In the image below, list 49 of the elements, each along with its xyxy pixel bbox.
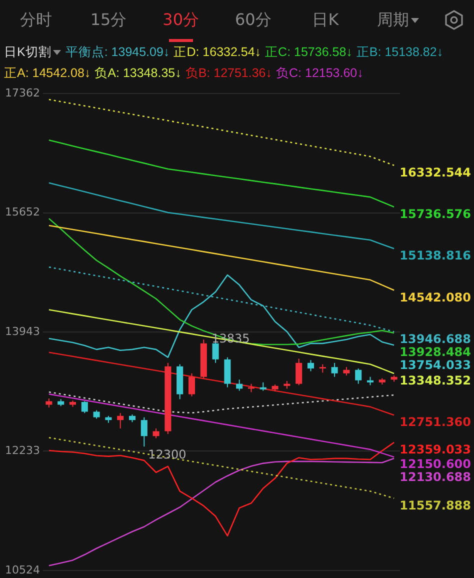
data-label: 14542.080: [400, 290, 471, 304]
data-label: 12359.033: [400, 442, 471, 457]
candlestick: [46, 398, 52, 408]
data-label: 12751.360: [400, 415, 471, 430]
y-tick-label: 10524: [4, 563, 40, 576]
y-tick-label: 12233: [4, 444, 40, 458]
y-tick-label: 17362: [4, 86, 40, 100]
text: 负B: 12751.36↓: [185, 65, 272, 82]
data-label: 15138.816: [400, 248, 471, 263]
text: 分时: [20, 10, 52, 29]
data-label: 11557.888: [400, 498, 471, 512]
candlestick: [152, 428, 160, 439]
data-label: 16332.544: [400, 166, 471, 180]
data-label: 13946.688: [400, 332, 471, 346]
candlestick: [212, 341, 219, 364]
line-series: [48, 391, 395, 414]
text: 15分: [90, 10, 127, 29]
data-label: 12130.688: [400, 470, 471, 484]
candlestick: [307, 360, 314, 372]
data-label: 13754.033: [400, 358, 471, 372]
text: 日K: [312, 10, 339, 29]
candlestick: [188, 372, 196, 397]
text: 周期: [376, 10, 409, 29]
candlestick: [355, 368, 362, 384]
candlestick: [331, 362, 338, 378]
text: 正A: 14542.08↓: [4, 65, 91, 82]
data-label: 12150.600: [400, 457, 471, 472]
candlestick: [117, 412, 124, 429]
annotation: 12300: [148, 448, 186, 462]
text: 正B: 15138.82↓: [356, 44, 444, 61]
text: 日K切割: [4, 44, 52, 61]
text: 正D: 16332.54↓: [174, 44, 262, 61]
data-label: 13348.352: [400, 374, 471, 388]
y-tick-label: 13943: [4, 324, 40, 338]
line-series: [48, 98, 395, 166]
candlestick: [236, 379, 243, 392]
text: 30分: [162, 10, 199, 29]
y-tick-label: 15652: [4, 206, 40, 219]
candlestick: [81, 400, 88, 414]
candlestick: [140, 416, 148, 448]
candlestick: [296, 358, 302, 386]
text: 负A: 13348.35↓: [94, 65, 182, 82]
data-label: 13928.484: [400, 344, 471, 359]
text: 60分: [234, 10, 272, 29]
text: 负C: 12153.60↓: [276, 65, 364, 82]
text: 正C: 15736.58↓: [265, 44, 352, 61]
line-series: [48, 436, 395, 499]
text: 平衡点: 13945.09↓: [65, 44, 170, 61]
data-label: 15736.576: [400, 207, 471, 222]
